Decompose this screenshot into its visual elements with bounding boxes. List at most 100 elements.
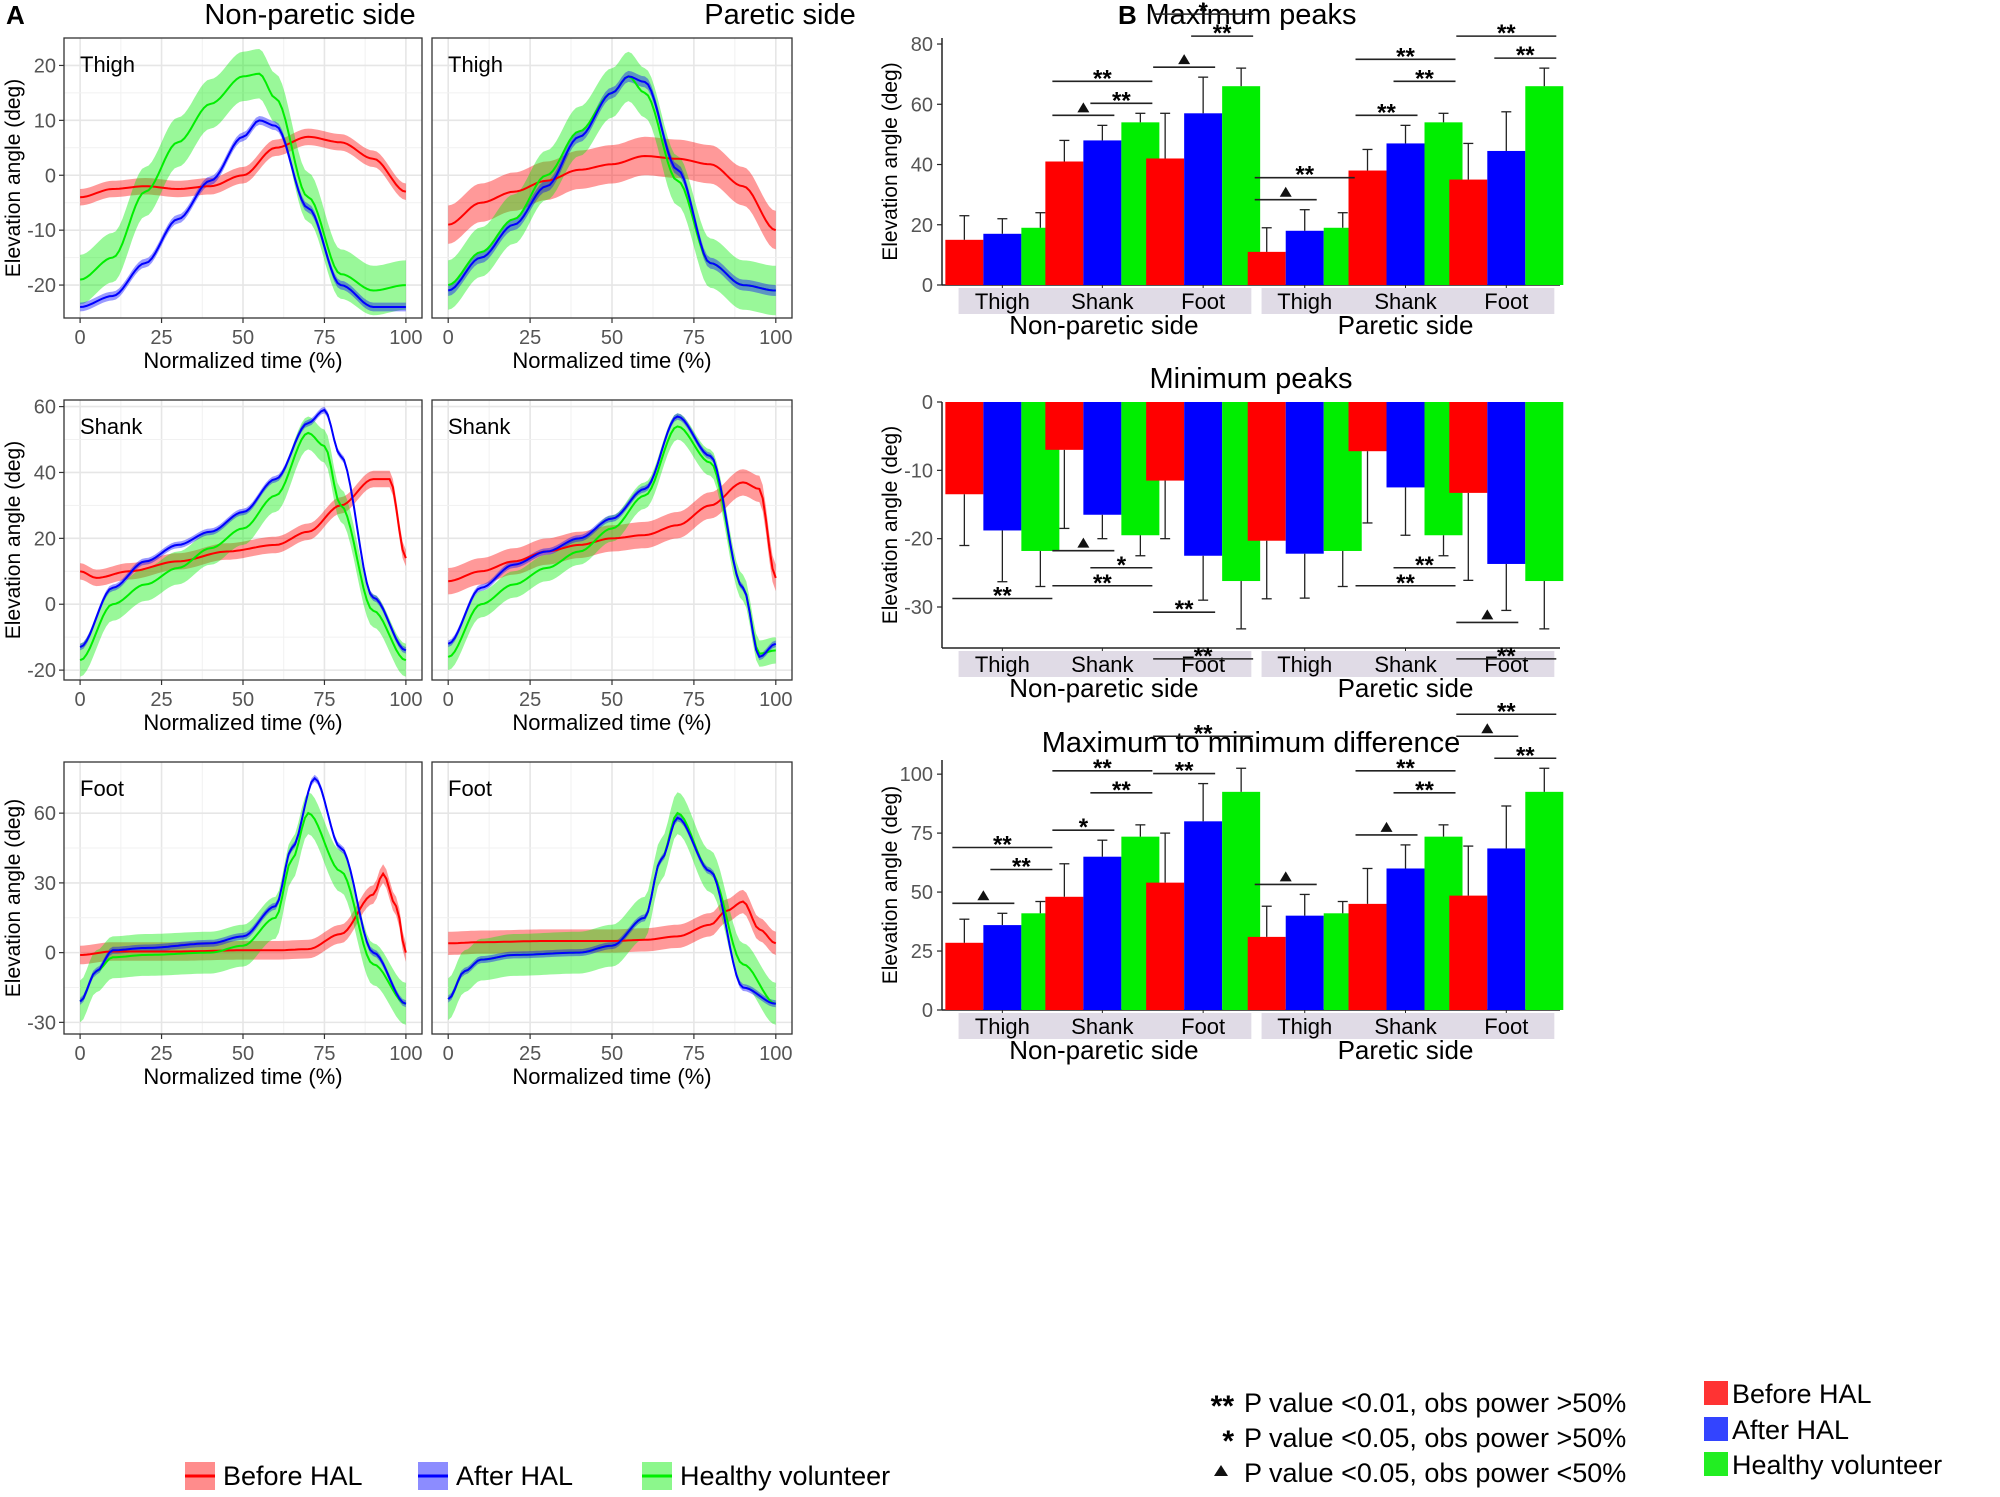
- line-healthy-volunteer: [79, 431, 407, 662]
- bar-after-hal: [1487, 402, 1526, 564]
- line-before-hal: [80, 135, 407, 199]
- y-tick-label: 40: [911, 155, 933, 177]
- significance-mark: **: [1093, 65, 1112, 92]
- bar-after-hal: [1083, 402, 1122, 515]
- y-axis-label: Elevation angle (deg): [2, 799, 25, 997]
- significance-mark: **: [1175, 596, 1194, 623]
- x-tick-label: 0: [75, 1043, 86, 1065]
- y-tick-label: 80: [911, 34, 933, 56]
- x-axis-label: Normalized time (%): [512, 1064, 711, 1089]
- y-tick-label: 60: [34, 803, 56, 825]
- significance-triangle: [1279, 186, 1292, 197]
- y-tick-label: 60: [911, 94, 933, 116]
- bar-before-hal: [1247, 251, 1286, 285]
- legend-label-healthy-volunteer: Healthy volunteer: [1732, 1450, 1942, 1480]
- significance-triangle: [977, 890, 990, 901]
- segment-label: Foot: [80, 776, 124, 801]
- bar-after-hal: [1487, 848, 1526, 1010]
- group-label-non-paretic-side: Non-paretic side: [1009, 1035, 1198, 1065]
- band-healthy-volunteer: [448, 51, 776, 316]
- bar-before-hal: [1045, 896, 1084, 1010]
- y-tick-label: 50: [911, 882, 933, 904]
- line-after-hal: [80, 119, 406, 308]
- chart-title: Minimum peaks: [1149, 363, 1352, 395]
- x-axis-label: Normalized time (%): [143, 710, 342, 735]
- x-tick-label: 25: [519, 1043, 541, 1065]
- y-tick-label: 0: [922, 1000, 933, 1022]
- y-tick-label: -30: [904, 597, 933, 619]
- legend-label-after-hal: After HAL: [456, 1461, 573, 1491]
- bar-before-hal: [1348, 903, 1387, 1010]
- sig-legend-text: P value <0.01, obs power >50%: [1244, 1388, 1626, 1418]
- line-chart-thigh-paretic-side: Thigh 0 25 50 75 100 Normalized time (%): [431, 37, 793, 373]
- series-group: [79, 406, 407, 677]
- bar-healthy-volunteer: [1525, 791, 1564, 1010]
- sig-legend-symbol: **: [1211, 1390, 1235, 1423]
- significance-legend: ** P value <0.01, obs power >50% * P value …: [1211, 1388, 1627, 1488]
- significance-mark: **: [1415, 777, 1434, 804]
- group-label-paretic-side: Paretic side: [1338, 310, 1474, 340]
- column-title-non-paretic: Non-paretic side: [204, 0, 415, 31]
- x-tick-label: 0: [443, 1043, 454, 1065]
- significance-mark: **: [993, 583, 1012, 610]
- bar-before-hal: [1247, 936, 1286, 1010]
- bar-healthy-volunteer: [1525, 402, 1564, 582]
- segment-label: Thigh: [80, 52, 135, 77]
- significance-mark: **: [1194, 720, 1213, 747]
- significance-triangle: [1077, 537, 1090, 548]
- line-healthy-volunteer: [79, 72, 406, 292]
- significance-mark: **: [1194, 643, 1213, 670]
- category-label-foot: Foot: [1181, 652, 1225, 677]
- significance-mark: **: [1295, 162, 1314, 189]
- category-label-foot: Foot: [1181, 289, 1225, 314]
- category-label-thigh: Thigh: [1277, 652, 1332, 677]
- significance-mark: **: [1497, 643, 1516, 670]
- legend-swatch-healthy-volunteer: [1704, 1452, 1728, 1476]
- y-tick-label: 0: [922, 392, 933, 414]
- bar-after-hal: [983, 925, 1022, 1010]
- significance-mark: *: [1079, 814, 1089, 841]
- significance-mark: **: [1415, 65, 1434, 92]
- x-tick-label: 50: [601, 689, 623, 711]
- band-before-hal: [448, 136, 776, 250]
- line-after-hal: [447, 415, 777, 659]
- segment-label: Thigh: [448, 52, 503, 77]
- y-tick-label: 30: [34, 873, 56, 895]
- band-healthy-volunteer: [80, 792, 406, 1025]
- line-chart-foot-paretic-side: Foot 0 25 50 75 100 Normalized time (%): [431, 761, 793, 1089]
- category-label-thigh: Thigh: [975, 652, 1030, 677]
- legend-label-healthy-volunteer: Healthy volunteer: [680, 1461, 890, 1491]
- x-tick-label: 25: [519, 689, 541, 711]
- panel-b-bar-charts: Maximum peaks 0 20 40 60 80 Elevation angle (d…: [879, 0, 1564, 1065]
- bar-after-hal: [1386, 868, 1425, 1010]
- significance-mark: *: [1198, 0, 1208, 25]
- series-group: [447, 51, 777, 316]
- x-tick-label: 75: [313, 689, 335, 711]
- significance-mark: **: [1396, 755, 1415, 782]
- y-tick-label: 40: [34, 462, 56, 484]
- series-group: [79, 774, 407, 1025]
- x-tick-label: 50: [232, 327, 254, 349]
- significance-triangle: [1178, 54, 1191, 65]
- x-tick-label: 75: [683, 327, 705, 349]
- x-tick-label: 25: [150, 327, 172, 349]
- x-tick-label: 0: [75, 327, 86, 349]
- x-axis-label: Normalized time (%): [143, 348, 342, 373]
- x-tick-label: 50: [232, 689, 254, 711]
- line-after-hal: [447, 75, 776, 292]
- legend-a: Before HAL After HAL Healthy volunteer: [185, 1461, 890, 1491]
- significance-mark: **: [1012, 854, 1031, 881]
- significance-mark: **: [1093, 570, 1112, 597]
- legend-label-before-hal: Before HAL: [223, 1461, 363, 1491]
- y-tick-label: 75: [911, 823, 933, 845]
- bar-after-hal: [1386, 402, 1425, 488]
- column-title-paretic: Paretic side: [704, 0, 856, 31]
- bar-before-hal: [1348, 170, 1387, 285]
- category-strip: [1261, 651, 1555, 677]
- group-label-non-paretic-side: Non-paretic side: [1009, 673, 1198, 703]
- category-label-foot: Foot: [1484, 289, 1528, 314]
- bar-before-hal: [1449, 179, 1488, 285]
- significance-mark: **: [1516, 742, 1535, 769]
- band-before-hal: [80, 128, 406, 206]
- y-tick-label: 0: [45, 594, 56, 616]
